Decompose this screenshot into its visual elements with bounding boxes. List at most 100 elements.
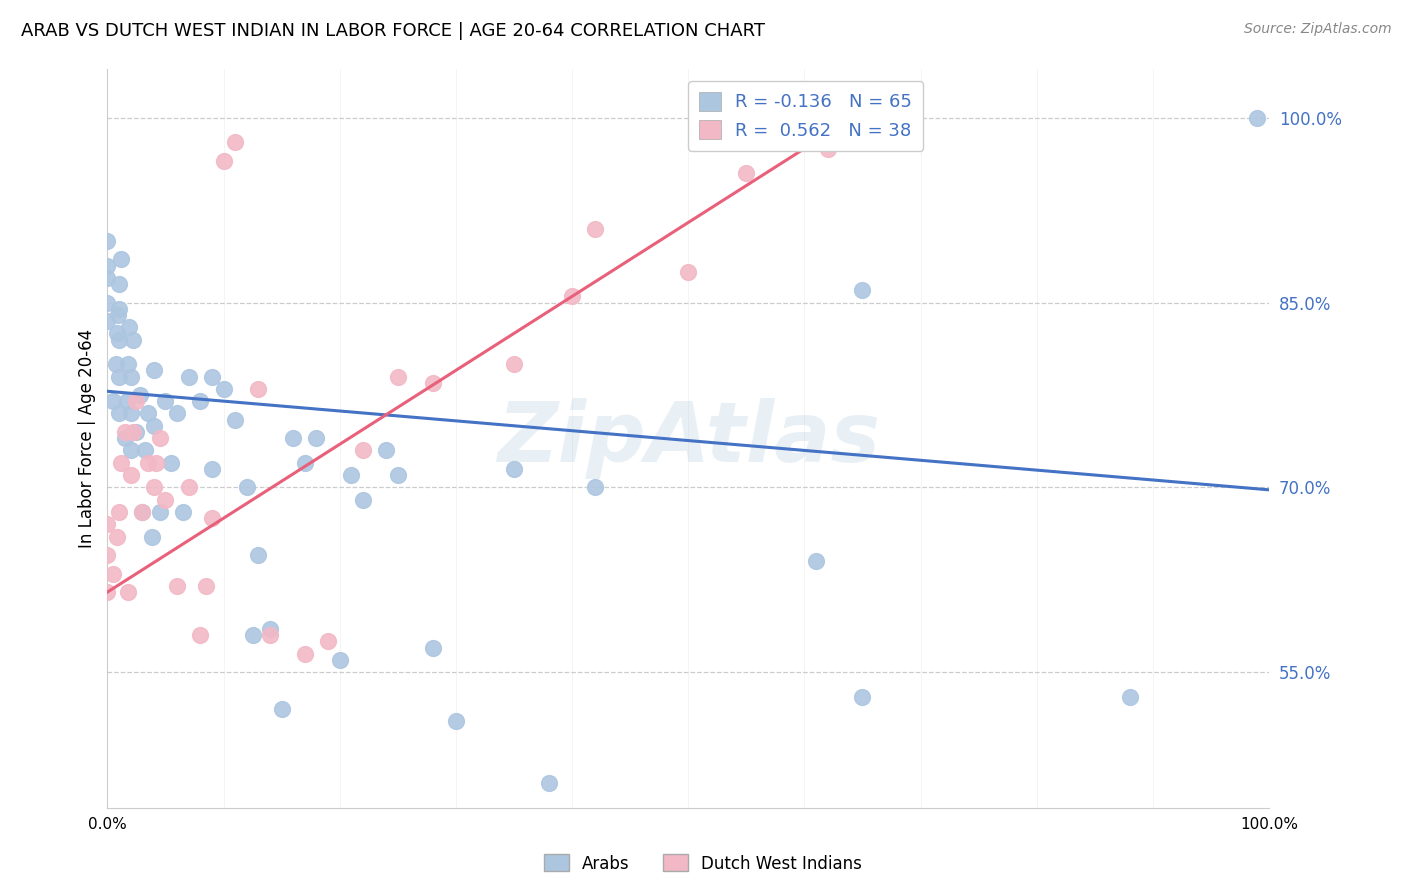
Point (136, 456, 159, 470)
Text: ARAB VS DUTCH WEST INDIAN IN LABOR FORCE | AGE 20-64 CORRELATION CHART: ARAB VS DUTCH WEST INDIAN IN LABOR FORCE… (21, 22, 765, 40)
Point (422, 640, 444, 655)
Point (155, 492, 177, 507)
Point (136, 407, 159, 421)
Point (247, 548, 270, 562)
Point (149, 431, 172, 445)
Point (114, 431, 136, 445)
Point (118, 320, 141, 334)
Point (201, 511, 224, 525)
Point (247, 382, 270, 396)
Point (110, 456, 132, 470)
Point (352, 492, 374, 507)
Point (305, 431, 328, 445)
Point (155, 394, 177, 409)
Point (125, 394, 148, 409)
Point (851, 283, 873, 297)
Point (131, 505, 153, 519)
Point (114, 425, 136, 439)
Point (340, 468, 363, 483)
Point (188, 628, 211, 642)
Text: ZipAtlas: ZipAtlas (496, 398, 880, 479)
Point (422, 376, 444, 390)
Point (387, 369, 409, 384)
Point (177, 480, 200, 494)
Point (96, 585, 118, 599)
Point (503, 462, 526, 476)
Point (387, 468, 409, 483)
Point (212, 153, 235, 168)
Point (316, 634, 339, 648)
Text: Source: ZipAtlas.com: Source: ZipAtlas.com (1244, 22, 1392, 37)
Point (804, 554, 827, 568)
Point (120, 407, 142, 421)
Point (142, 480, 165, 494)
Point (375, 443, 398, 458)
Point (172, 505, 194, 519)
Point (201, 369, 224, 384)
Y-axis label: In Labor Force | Age 20-64: In Labor Force | Age 20-64 (79, 328, 96, 548)
Point (103, 566, 125, 581)
Point (149, 505, 172, 519)
Point (352, 443, 374, 458)
Point (96, 234, 118, 248)
Point (108, 369, 131, 384)
Point (134, 443, 156, 458)
Point (224, 136, 246, 150)
Point (142, 363, 165, 377)
Point (294, 456, 316, 470)
Point (329, 653, 352, 667)
Point (105, 326, 128, 341)
Legend: R = -0.136   N = 65, R =  0.562   N = 38: R = -0.136 N = 65, R = 0.562 N = 38 (689, 81, 924, 151)
Point (817, 142, 839, 156)
Point (96, 295, 118, 310)
Point (104, 357, 127, 371)
Point (259, 628, 281, 642)
Point (110, 252, 132, 267)
Point (120, 443, 142, 458)
Point (96, 517, 118, 532)
Point (131, 505, 153, 519)
Point (201, 462, 224, 476)
Point (108, 333, 131, 347)
Point (166, 579, 188, 593)
Point (444, 714, 467, 729)
Point (108, 505, 131, 519)
Point (188, 394, 211, 409)
Point (1118, 690, 1140, 704)
Point (195, 579, 218, 593)
Point (107, 308, 129, 322)
Point (583, 221, 606, 235)
Point (117, 585, 139, 599)
Point (142, 418, 165, 433)
Point (270, 702, 292, 716)
Point (122, 333, 145, 347)
Point (96, 314, 118, 328)
Point (108, 277, 131, 292)
Point (96, 548, 118, 562)
Point (676, 265, 699, 279)
Point (108, 407, 131, 421)
Point (537, 776, 560, 790)
Point (96, 271, 118, 285)
Point (1246, 111, 1268, 125)
Legend: Arabs, Dutch West Indians: Arabs, Dutch West Indians (537, 847, 869, 880)
Point (242, 628, 264, 642)
Point (212, 382, 235, 396)
Point (96, 259, 118, 273)
Point (120, 468, 142, 483)
Point (103, 394, 125, 409)
Point (583, 480, 606, 494)
Point (294, 647, 316, 661)
Point (129, 388, 152, 402)
Point (145, 456, 167, 470)
Point (160, 456, 183, 470)
Point (108, 301, 131, 316)
Point (105, 530, 128, 544)
Point (166, 407, 188, 421)
Point (503, 357, 526, 371)
Point (177, 369, 200, 384)
Point (561, 289, 583, 303)
Point (236, 480, 259, 494)
Point (851, 690, 873, 704)
Point (735, 166, 758, 180)
